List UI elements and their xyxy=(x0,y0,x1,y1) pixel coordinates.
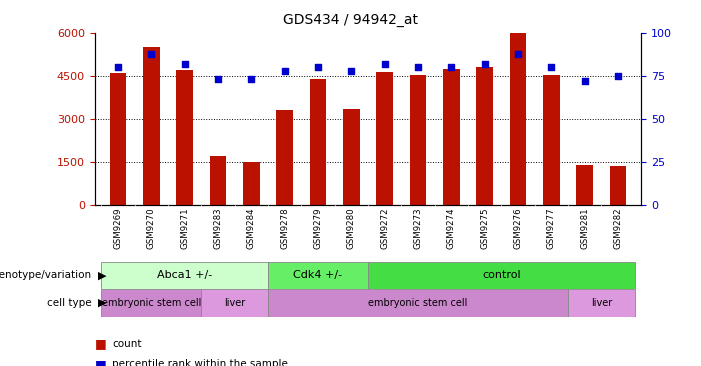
Point xyxy=(313,64,324,70)
Text: GSM9284: GSM9284 xyxy=(247,208,256,249)
Point xyxy=(112,64,123,70)
Bar xyxy=(210,156,226,205)
Text: GSM9272: GSM9272 xyxy=(380,208,389,249)
Text: GSM9280: GSM9280 xyxy=(347,208,356,249)
Bar xyxy=(177,70,193,205)
Text: ▶: ▶ xyxy=(98,298,107,308)
Text: GSM9279: GSM9279 xyxy=(313,208,322,249)
Text: ■: ■ xyxy=(95,358,107,366)
Text: GSM9276: GSM9276 xyxy=(514,208,522,249)
Text: embryonic stem cell: embryonic stem cell xyxy=(102,298,201,308)
Point xyxy=(146,51,157,56)
Text: GSM9277: GSM9277 xyxy=(547,208,556,249)
Point xyxy=(346,68,357,74)
Text: GSM9270: GSM9270 xyxy=(147,208,156,249)
Point xyxy=(246,76,257,82)
Point xyxy=(479,61,490,67)
Bar xyxy=(543,75,559,205)
Text: ▶: ▶ xyxy=(98,270,107,280)
Bar xyxy=(443,69,460,205)
Text: GSM9274: GSM9274 xyxy=(447,208,456,249)
Text: percentile rank within the sample: percentile rank within the sample xyxy=(112,359,288,366)
Point xyxy=(579,78,590,84)
Text: GSM9283: GSM9283 xyxy=(214,208,222,249)
Bar xyxy=(102,262,268,289)
Text: liver: liver xyxy=(224,298,245,308)
Bar xyxy=(576,165,593,205)
Bar xyxy=(368,262,634,289)
Bar xyxy=(276,111,293,205)
Text: count: count xyxy=(112,339,142,349)
Point xyxy=(279,68,290,74)
Point xyxy=(446,64,457,70)
Point xyxy=(512,51,524,56)
Text: GSM9275: GSM9275 xyxy=(480,208,489,249)
Bar xyxy=(143,47,160,205)
Bar xyxy=(310,79,327,205)
Text: Cdk4 +/-: Cdk4 +/- xyxy=(294,270,343,280)
Text: GSM9269: GSM9269 xyxy=(114,208,123,249)
Text: cell type: cell type xyxy=(46,298,91,308)
Text: control: control xyxy=(482,270,521,280)
Bar xyxy=(343,109,360,205)
Text: GSM9278: GSM9278 xyxy=(280,208,290,249)
Bar xyxy=(376,72,393,205)
Bar xyxy=(243,162,259,205)
Text: GSM9271: GSM9271 xyxy=(180,208,189,249)
Point xyxy=(179,61,190,67)
Bar xyxy=(109,73,126,205)
Bar xyxy=(568,289,634,317)
Text: GDS434 / 94942_at: GDS434 / 94942_at xyxy=(283,13,418,27)
Point xyxy=(412,64,423,70)
Text: embryonic stem cell: embryonic stem cell xyxy=(368,298,468,308)
Text: GSM9281: GSM9281 xyxy=(580,208,590,249)
Point xyxy=(379,61,390,67)
Bar xyxy=(102,289,201,317)
Text: GSM9282: GSM9282 xyxy=(613,208,622,249)
Point xyxy=(212,76,224,82)
Text: Abca1 +/-: Abca1 +/- xyxy=(157,270,212,280)
Bar xyxy=(510,33,526,205)
Point xyxy=(546,64,557,70)
Bar xyxy=(477,67,493,205)
Bar xyxy=(268,262,368,289)
Text: genotype/variation: genotype/variation xyxy=(0,270,91,280)
Point xyxy=(613,73,624,79)
Text: liver: liver xyxy=(591,298,612,308)
Bar xyxy=(409,75,426,205)
Bar xyxy=(268,289,568,317)
Text: GSM9273: GSM9273 xyxy=(414,208,423,249)
Text: ■: ■ xyxy=(95,337,107,351)
Bar xyxy=(610,166,627,205)
Bar xyxy=(201,289,268,317)
